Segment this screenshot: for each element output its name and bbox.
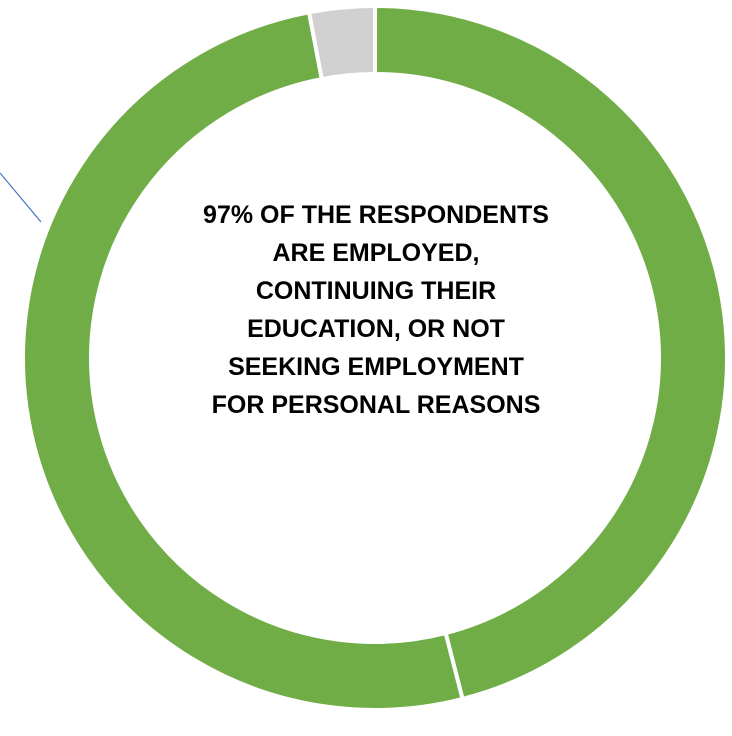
donut-slice-3	[306, 3, 377, 82]
donut-slice-1	[373, 3, 729, 702]
center-label: 97% OF THE RESPONDENTS ARE EMPLOYED, CON…	[203, 201, 549, 419]
donut-slices	[21, 3, 729, 712]
leader-line	[0, 172, 42, 223]
donut-slice-2	[21, 9, 465, 712]
